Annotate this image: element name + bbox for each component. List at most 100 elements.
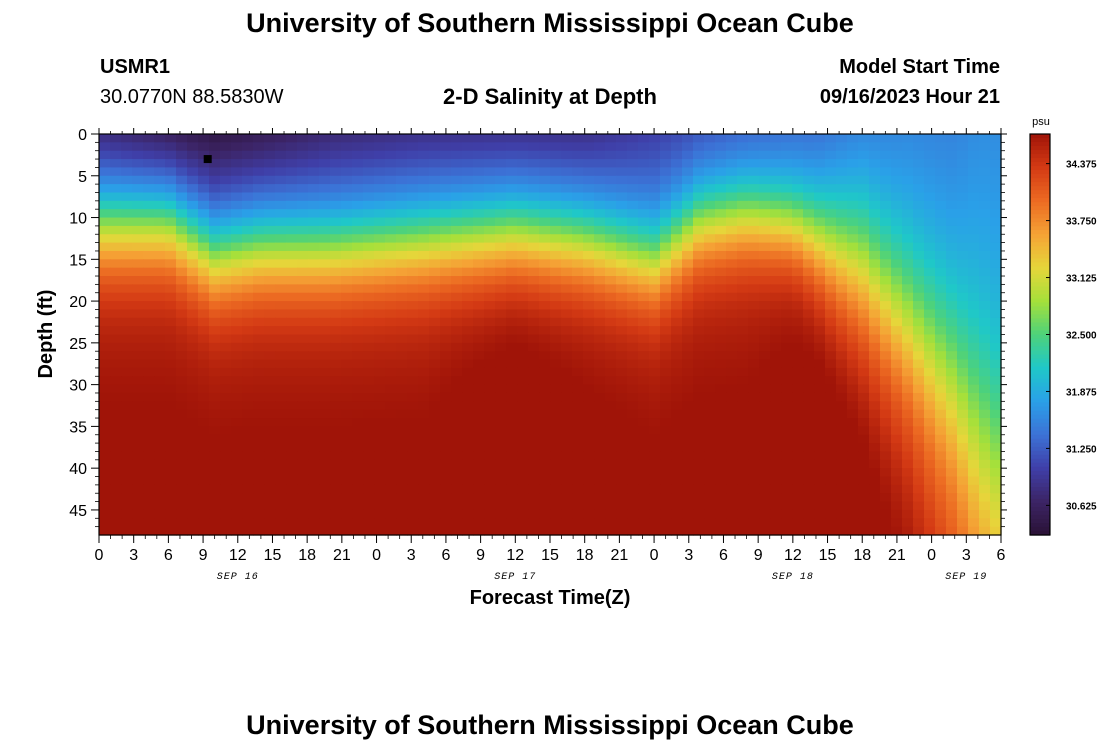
heatmap-cell: [187, 142, 199, 152]
heatmap-cell: [671, 342, 683, 352]
heatmap-cell: [506, 167, 518, 177]
heatmap-cell: [979, 468, 991, 478]
heatmap-cell: [451, 209, 463, 219]
heatmap-cell: [517, 209, 529, 219]
heatmap-cell: [308, 234, 320, 244]
heatmap-cell: [352, 284, 364, 294]
heatmap-cell: [176, 259, 188, 269]
heatmap-cell: [297, 468, 309, 478]
heatmap-cell: [528, 468, 540, 478]
heatmap-cell: [715, 426, 727, 436]
heatmap-cell: [572, 184, 584, 194]
heatmap-cell: [539, 509, 551, 519]
heatmap-cell: [275, 443, 287, 453]
heatmap-cell: [550, 518, 562, 528]
heatmap-cell: [550, 234, 562, 244]
heatmap-cell: [759, 409, 771, 419]
heatmap-cell: [990, 376, 1002, 386]
heatmap-cell: [440, 200, 452, 210]
heatmap-cell: [451, 159, 463, 169]
heatmap-cell: [748, 217, 760, 227]
heatmap-cell: [143, 376, 155, 386]
heatmap-cell: [187, 451, 199, 461]
heatmap-cell: [737, 267, 749, 277]
heatmap-cell: [737, 493, 749, 503]
heatmap-cell: [715, 200, 727, 210]
colorbar-segment: [1030, 454, 1050, 460]
heatmap-cell: [539, 392, 551, 402]
colorbar-segment: [1030, 354, 1050, 360]
heatmap-cell: [715, 359, 727, 369]
colorbar-segment: [1030, 458, 1050, 464]
heatmap-cell: [572, 217, 584, 227]
heatmap-cell: [110, 367, 122, 377]
heatmap-cell: [990, 326, 1002, 336]
heatmap-cell: [902, 526, 914, 536]
heatmap-cell: [957, 167, 969, 177]
heatmap-cell: [891, 392, 903, 402]
heatmap-cell: [253, 484, 265, 494]
heatmap-cell: [330, 384, 342, 394]
heatmap-cell: [902, 242, 914, 252]
heatmap-cell: [858, 209, 870, 219]
heatmap-cell: [957, 376, 969, 386]
heatmap-cell: [638, 175, 650, 185]
heatmap-cell: [638, 259, 650, 269]
heatmap-cell: [693, 518, 705, 528]
heatmap-cell: [880, 267, 892, 277]
heatmap-cell: [121, 175, 133, 185]
heatmap-cell: [374, 359, 386, 369]
heatmap-cell: [165, 292, 177, 302]
heatmap-cell: [99, 259, 111, 269]
heatmap-cell: [110, 200, 122, 210]
heatmap-cell: [495, 309, 507, 319]
colorbar-segment: [1030, 314, 1050, 320]
heatmap-cell: [594, 242, 606, 252]
heatmap-cell: [847, 209, 859, 219]
heatmap-cell: [891, 426, 903, 436]
heatmap-cell: [121, 342, 133, 352]
heatmap-cell: [418, 451, 430, 461]
station-marker: [203, 155, 212, 164]
heatmap-cell: [330, 443, 342, 453]
heatmap-cell: [627, 267, 639, 277]
heatmap-cell: [440, 326, 452, 336]
heatmap-cell: [506, 451, 518, 461]
heatmap-cell: [132, 192, 144, 202]
heatmap-cell: [902, 192, 914, 202]
heatmap-cell: [198, 367, 210, 377]
heatmap-cell: [286, 509, 298, 519]
heatmap-cell: [99, 401, 111, 411]
heatmap-cell: [253, 351, 265, 361]
heatmap-cell: [814, 434, 826, 444]
heatmap-cell: [902, 351, 914, 361]
heatmap-cell: [352, 259, 364, 269]
heatmap-cell: [451, 392, 463, 402]
heatmap-cell: [638, 142, 650, 152]
heatmap-cell: [990, 284, 1002, 294]
heatmap-cell: [594, 392, 606, 402]
heatmap-cell: [440, 426, 452, 436]
heatmap-cell: [627, 250, 639, 260]
heatmap-cell: [616, 376, 628, 386]
heatmap-cell: [726, 209, 738, 219]
heatmap-cell: [506, 359, 518, 369]
heatmap-cell: [682, 150, 694, 160]
heatmap-cell: [979, 334, 991, 344]
heatmap-cell: [110, 250, 122, 260]
heatmap-cell: [704, 401, 716, 411]
heatmap-cell: [638, 317, 650, 327]
heatmap-cell: [682, 501, 694, 511]
heatmap-cell: [473, 225, 485, 235]
heatmap-cell: [605, 267, 617, 277]
heatmap-cell: [781, 242, 793, 252]
heatmap-cell: [759, 175, 771, 185]
heatmap-cell: [429, 342, 441, 352]
heatmap-cell: [605, 518, 617, 528]
heatmap-cell: [473, 359, 485, 369]
heatmap-cell: [209, 476, 221, 486]
heatmap-cell: [308, 342, 320, 352]
heatmap-cell: [968, 200, 980, 210]
heatmap-cell: [275, 451, 287, 461]
heatmap-cell: [429, 301, 441, 311]
